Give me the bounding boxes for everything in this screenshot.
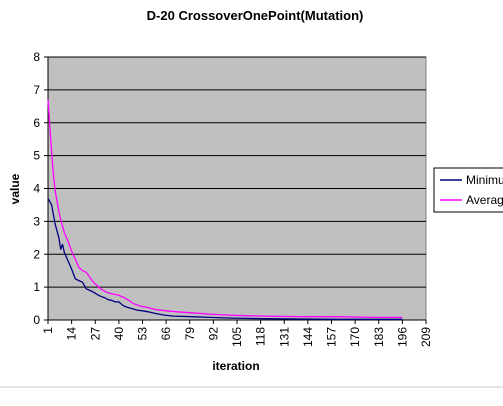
- x-tick-label: 27: [88, 327, 102, 341]
- x-tick-label: 209: [419, 327, 433, 347]
- gridlines: [48, 56, 426, 288]
- x-tick-label: 66: [159, 327, 173, 341]
- chart-title: D-20 CrossoverOnePoint(Mutation): [147, 8, 364, 23]
- y-tick-label: 3: [33, 214, 40, 228]
- y-tick-label: 0: [33, 313, 40, 327]
- y-tick-label: 8: [33, 50, 40, 64]
- x-tick-label: 40: [112, 327, 126, 341]
- x-axis-title: iteration: [212, 359, 259, 373]
- legend-label-minimum: Minimum: [466, 173, 503, 187]
- x-tick-label: 79: [183, 327, 197, 341]
- x-tick-label: 53: [136, 327, 150, 341]
- y-tick-label: 4: [33, 182, 40, 196]
- series-lines: [47, 99, 403, 320]
- y-axis-ticks: 0 1 2 3 4 5 6 7 8: [33, 50, 49, 327]
- x-tick-label: 118: [254, 327, 268, 346]
- x-axis-ticks: 1 14 27 40 53 66 79 92 105 118 131 144 157 170 183 196 2…: [41, 319, 433, 347]
- x-tick-label: 157: [325, 327, 339, 347]
- x-tick-label: 131: [277, 327, 291, 347]
- x-tick-label: 170: [348, 327, 362, 347]
- y-tick-label: 5: [33, 149, 40, 163]
- legend: Minimum Average: [433, 167, 503, 213]
- y-tick-label: 2: [33, 247, 40, 261]
- legend-label-average: Average: [466, 193, 503, 207]
- x-tick-label: 183: [372, 327, 386, 347]
- x-tick-label: 144: [301, 327, 315, 347]
- legend-box: [433, 167, 503, 213]
- y-axis-title: value: [8, 173, 22, 204]
- y-tick-label: 7: [33, 83, 40, 97]
- x-tick-label: 1: [41, 327, 55, 334]
- x-tick-label: 14: [65, 327, 79, 341]
- series-line-average: [47, 99, 403, 319]
- y-tick-label: 6: [33, 116, 40, 130]
- y-tick-label: 1: [33, 280, 40, 294]
- x-tick-label: 92: [206, 327, 220, 341]
- x-tick-label: 196: [395, 327, 409, 347]
- x-tick-label: 105: [230, 327, 244, 347]
- series-line-minimum: [47, 198, 403, 320]
